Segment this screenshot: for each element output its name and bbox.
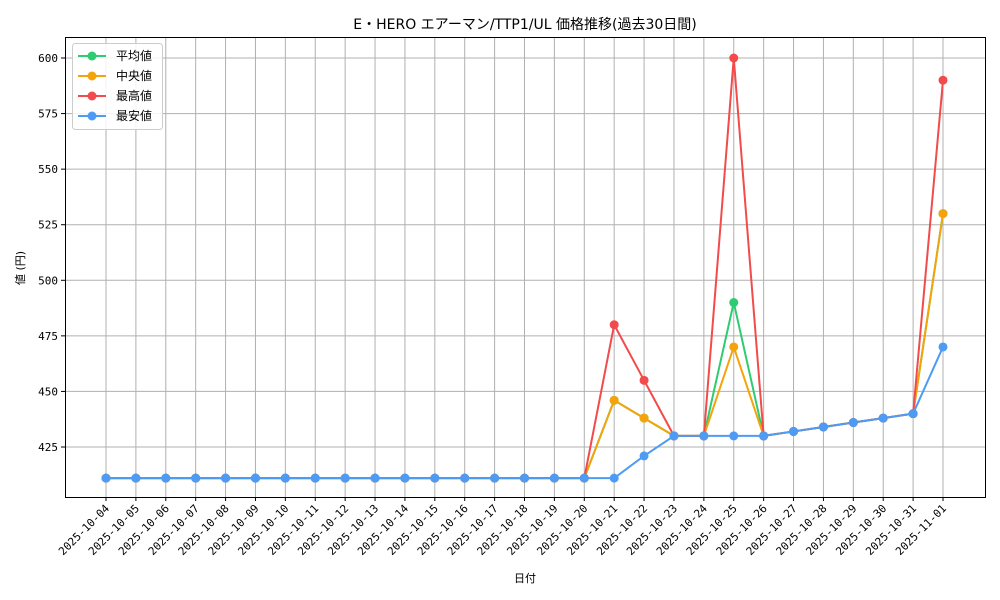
y-tick-label: 450 (38, 385, 58, 398)
y-tick-label: 575 (38, 108, 58, 121)
data-point (221, 473, 231, 483)
x-axis-ticks: 2025-10-042025-10-052025-10-062025-10-07… (56, 497, 949, 558)
data-point (161, 473, 171, 483)
y-tick-label: 500 (38, 274, 58, 287)
plot-frame (65, 37, 986, 498)
data-point (191, 473, 201, 483)
data-point (938, 342, 948, 352)
data-point (669, 431, 679, 441)
data-point (400, 473, 410, 483)
data-point (729, 342, 739, 352)
data-point (699, 431, 709, 441)
y-axis-ticks: 425 450 475 500 525 550 575 600 (38, 52, 65, 454)
y-tick-label: 550 (38, 163, 58, 176)
legend-marker-icon (87, 51, 97, 61)
data-point (938, 209, 948, 219)
data-point (310, 473, 320, 483)
data-point (370, 473, 380, 483)
data-point (549, 473, 559, 483)
data-point (609, 320, 619, 330)
data-point (848, 418, 858, 428)
data-point (818, 422, 828, 432)
legend-marker-icon (87, 91, 97, 101)
data-point (609, 473, 619, 483)
y-axis-label: 値 (円) (14, 251, 27, 285)
data-series (101, 53, 948, 483)
data-point (878, 413, 888, 423)
series-line (101, 342, 948, 483)
data-point (908, 409, 918, 419)
legend-label: 平均値 (116, 48, 152, 63)
legend-marker-icon (87, 71, 97, 81)
chart-title: E・HERO エアーマン/TTP1/UL 価格推移(過去30日間) (353, 17, 696, 33)
data-point (729, 431, 739, 441)
legend-item: 中央値 (78, 68, 152, 83)
data-point (460, 473, 470, 483)
y-tick-label: 525 (38, 219, 58, 232)
data-point (340, 473, 350, 483)
y-tick-label: 425 (38, 441, 58, 454)
data-point (639, 413, 649, 423)
data-point (430, 473, 440, 483)
data-point (729, 53, 739, 63)
legend-item: 平均値 (78, 48, 152, 63)
legend-item: 最安値 (78, 108, 152, 123)
x-axis-label: 日付 (514, 572, 536, 585)
legend-box (72, 43, 163, 130)
data-point (938, 75, 948, 85)
data-point (490, 473, 500, 483)
legend-label: 最安値 (116, 108, 152, 123)
data-point (520, 473, 529, 483)
data-point (609, 395, 619, 405)
legend-label: 中央値 (116, 68, 152, 83)
y-tick-label: 475 (38, 330, 58, 343)
data-point (759, 431, 769, 441)
legend-marker-icon (87, 111, 97, 121)
data-point (639, 375, 649, 385)
data-point (639, 451, 649, 461)
y-tick-label: 600 (38, 52, 58, 65)
data-point (101, 473, 111, 483)
data-point (579, 473, 589, 483)
grid-lines (65, 37, 985, 497)
data-point (280, 473, 290, 483)
data-point (729, 298, 739, 308)
data-point (789, 426, 799, 436)
legend-label: 最高値 (116, 88, 152, 103)
data-point (131, 473, 141, 483)
data-point (250, 473, 260, 483)
legend-item: 最高値 (78, 88, 152, 103)
